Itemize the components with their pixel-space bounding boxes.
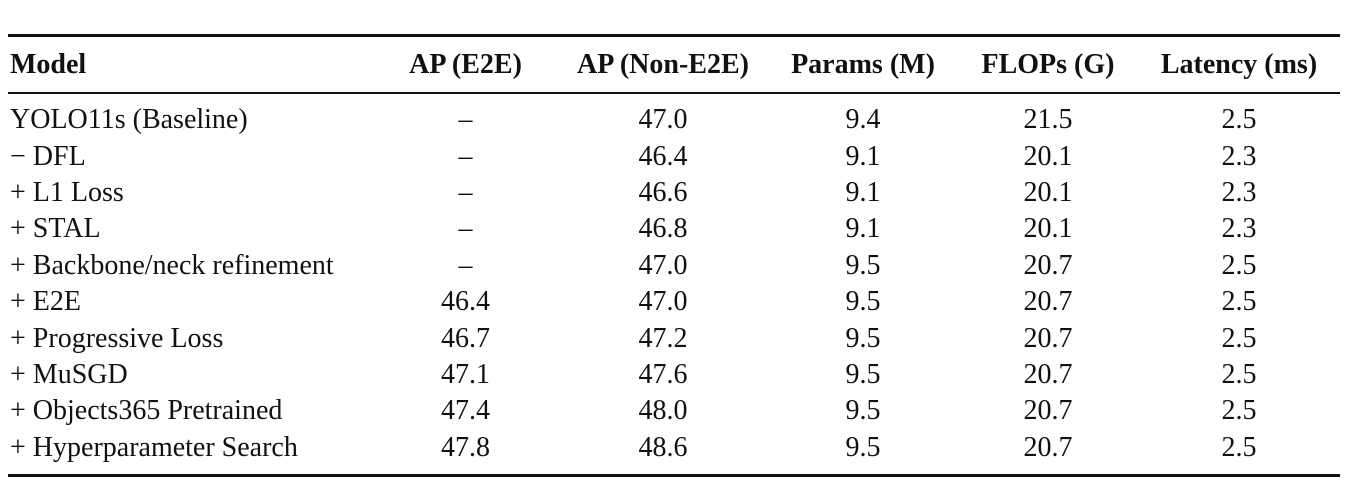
cell-params: 9.4: [845, 104, 881, 136]
cell-ap-non-e2e: 48.0: [638, 395, 688, 427]
cell-latency: 2.5: [1221, 431, 1257, 463]
cell-ap-e2e: 47.8: [441, 431, 490, 463]
cell-ap-non-e2e: 46.4: [638, 140, 688, 172]
cell-latency: 2.3: [1221, 176, 1257, 208]
cell-flops: 20.1: [1023, 140, 1073, 172]
cell-flops: 20.1: [1023, 213, 1073, 245]
table-header-row: Model AP (E2E) AP (Non-E2E) Params (M) F…: [8, 35, 1340, 93]
cell-flops: 20.7: [1023, 249, 1073, 281]
cell-ap-e2e: 46.4: [441, 286, 490, 318]
cell-params: 9.5: [845, 322, 881, 354]
cell-ap-e2e: 47.1: [441, 358, 490, 390]
cell-latency: 2.5: [1221, 286, 1257, 318]
cell-flops: 20.1: [1023, 176, 1073, 208]
cell-ap-e2e: –: [458, 213, 473, 245]
cell-flops: 20.7: [1023, 358, 1073, 390]
cell-model: + E2E: [10, 286, 81, 318]
cell-model: YOLO11s (Baseline): [10, 104, 248, 136]
table-row: YOLO11s (Baseline) – 47.0 9.4 21.5 2.5: [8, 93, 1340, 138]
cell-params: 9.5: [845, 395, 881, 427]
cell-model: + Objects365 Pretrained: [10, 395, 283, 427]
header-latency: Latency (ms): [1160, 48, 1318, 80]
cell-latency: 2.5: [1221, 358, 1257, 390]
table-row: + E2E 46.4 47.0 9.5 20.7 2.5: [8, 284, 1340, 320]
cell-model: + STAL: [10, 213, 101, 245]
cell-params: 9.5: [845, 358, 881, 390]
cell-ap-non-e2e: 47.0: [638, 249, 688, 281]
cell-latency: 2.3: [1221, 213, 1257, 245]
header-flops: FLOPs (G): [981, 48, 1115, 80]
cell-params: 9.1: [845, 176, 881, 208]
cell-model: + MuSGD: [10, 358, 128, 390]
cell-ap-e2e: –: [458, 249, 473, 281]
cell-flops: 20.7: [1023, 431, 1073, 463]
cell-flops: 20.7: [1023, 322, 1073, 354]
cell-latency: 2.5: [1221, 249, 1257, 281]
cell-params: 9.5: [845, 431, 881, 463]
table-row: + MuSGD 47.1 47.6 9.5 20.7 2.5: [8, 357, 1340, 393]
table-row: + STAL – 46.8 9.1 20.1 2.3: [8, 211, 1340, 247]
cell-ap-non-e2e: 47.0: [638, 286, 688, 318]
cell-ap-non-e2e: 47.2: [638, 322, 688, 354]
cell-model: + Progressive Loss: [10, 322, 224, 354]
cell-ap-e2e: –: [458, 140, 473, 172]
cell-params: 9.1: [845, 213, 881, 245]
header-ap-e2e: AP (E2E): [409, 48, 522, 80]
cell-latency: 2.5: [1221, 322, 1257, 354]
cell-flops: 20.7: [1023, 286, 1073, 318]
cell-ap-e2e: –: [458, 176, 473, 208]
header-params: Params (M): [791, 48, 935, 80]
cell-flops: 21.5: [1023, 104, 1073, 136]
cell-latency: 2.5: [1221, 395, 1257, 427]
cell-ap-non-e2e: 47.6: [638, 358, 688, 390]
table-row: + Backbone/neck refinement – 47.0 9.5 20…: [8, 248, 1340, 284]
cell-model: + Hyperparameter Search: [10, 431, 298, 463]
cell-model: − DFL: [10, 140, 86, 172]
cell-ap-non-e2e: 47.0: [638, 104, 688, 136]
cell-latency: 2.5: [1221, 104, 1257, 136]
table-row: + Hyperparameter Search 47.8 48.6 9.5 20…: [8, 430, 1340, 476]
cell-flops: 20.7: [1023, 395, 1073, 427]
table-row: − DFL – 46.4 9.1 20.1 2.3: [8, 138, 1340, 174]
cell-model: + Backbone/neck refinement: [10, 249, 334, 281]
table-row: + Progressive Loss 46.7 47.2 9.5 20.7 2.…: [8, 320, 1340, 356]
cell-ap-non-e2e: 46.8: [638, 213, 688, 245]
cell-params: 9.5: [845, 249, 881, 281]
cell-params: 9.1: [845, 140, 881, 172]
header-model: Model: [10, 48, 87, 80]
table-row: + Objects365 Pretrained 47.4 48.0 9.5 20…: [8, 393, 1340, 429]
cell-model: + L1 Loss: [10, 176, 124, 208]
cell-ap-e2e: 47.4: [441, 395, 490, 427]
cell-ap-non-e2e: 46.6: [638, 176, 688, 208]
ablation-table: Model AP (E2E) AP (Non-E2E) Params (M) F…: [8, 34, 1340, 477]
cell-ap-e2e: 46.7: [441, 322, 490, 354]
cell-latency: 2.3: [1221, 140, 1257, 172]
cell-ap-non-e2e: 48.6: [638, 431, 688, 463]
table-row: + L1 Loss – 46.6 9.1 20.1 2.3: [8, 175, 1340, 211]
ablation-table-container: Model AP (E2E) AP (Non-E2E) Params (M) F…: [8, 34, 1340, 477]
cell-params: 9.5: [845, 286, 881, 318]
header-ap-non-e2e: AP (Non-E2E): [577, 48, 749, 80]
cell-ap-e2e: –: [458, 104, 473, 136]
